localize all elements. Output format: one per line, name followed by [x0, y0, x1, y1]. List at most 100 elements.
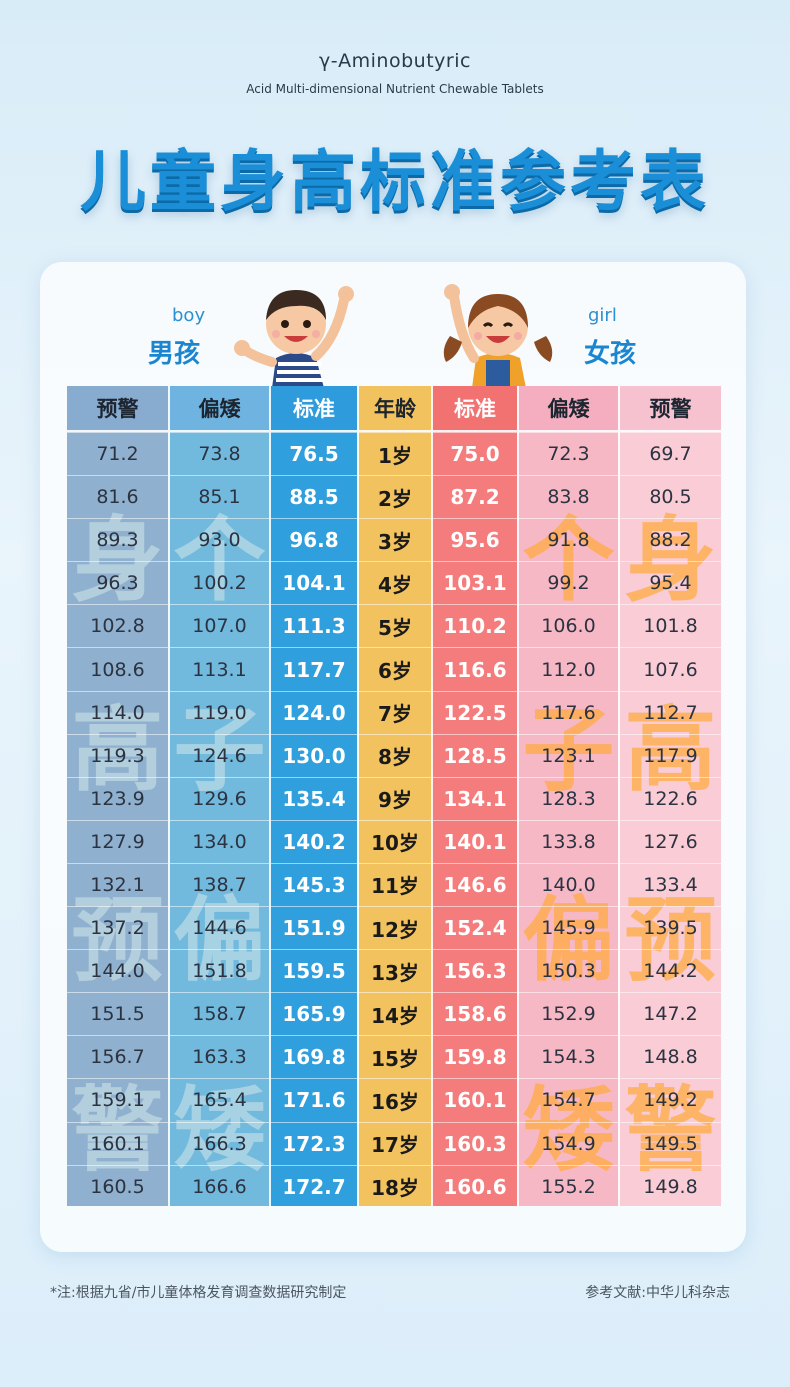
- table-cell: 160.6: [433, 1164, 517, 1206]
- table-cell: 160.3: [433, 1121, 517, 1165]
- table-cell: 16岁: [359, 1078, 431, 1121]
- table-cell: 69.7: [620, 432, 721, 475]
- table-cell: 117.7: [271, 647, 357, 690]
- table-cell: 158.7: [170, 992, 269, 1035]
- table-cell: 116.6: [433, 647, 517, 690]
- table-cell: 127.9: [67, 819, 168, 863]
- table-cell: 81.6: [67, 475, 168, 518]
- table-cell: 100.2: [170, 561, 269, 604]
- column-header: 标准: [433, 386, 517, 432]
- table-cell: 7岁: [359, 690, 431, 734]
- table-cell: 17岁: [359, 1121, 431, 1165]
- table-cell: 151.9: [271, 906, 357, 949]
- table-cell: 140.0: [519, 862, 618, 906]
- table-cell: 96.3: [67, 561, 168, 604]
- table-cell: 151.5: [67, 992, 168, 1035]
- table-cell: 4岁: [359, 561, 431, 604]
- table-cell: 73.8: [170, 432, 269, 475]
- table-cell: 88.5: [271, 475, 357, 518]
- table-cell: 145.9: [519, 906, 618, 949]
- table-cell: 138.7: [170, 862, 269, 906]
- table-cell: 72.3: [519, 432, 618, 475]
- table-cell: 172.3: [271, 1121, 357, 1165]
- table-cell: 114.0: [67, 690, 168, 734]
- table-cell: 154.7: [519, 1078, 618, 1121]
- table-cell: 11岁: [359, 862, 431, 906]
- table-cell: 152.4: [433, 906, 517, 949]
- table-cell: 95.6: [433, 518, 517, 561]
- table-cell: 154.9: [519, 1121, 618, 1165]
- table-cell: 156.3: [433, 949, 517, 992]
- table-cell: 89.3: [67, 518, 168, 561]
- table-cell: 128.5: [433, 733, 517, 777]
- table-cell: 122.6: [620, 776, 721, 820]
- table-cell: 147.2: [620, 992, 721, 1035]
- footer-reference: 参考文献:中华儿科杂志: [585, 1285, 730, 1301]
- table-cell: 6岁: [359, 647, 431, 690]
- column-girl-standard: 标准 75.0 87.2 95.6 103.1 110.2 116.6 122.5 128.5 1…: [431, 386, 517, 1206]
- table-cell: 119.0: [170, 690, 269, 734]
- brand-line-1: γ-Aminobutyric: [319, 50, 471, 72]
- table-cell: 91.8: [519, 518, 618, 561]
- table-cell: 146.6: [433, 862, 517, 906]
- table-cell: 165.4: [170, 1078, 269, 1121]
- table-cell: 166.3: [170, 1121, 269, 1165]
- table-cell: 159.1: [67, 1078, 168, 1121]
- table-cell: 122.5: [433, 690, 517, 734]
- table-cell: 160.1: [433, 1078, 517, 1121]
- table-cell: 163.3: [170, 1035, 269, 1078]
- table-cell: 111.3: [271, 604, 357, 647]
- column-boy-short: 偏矮 73.8 85.1 93.0 100.2 107.0 113.1 119.0 124.6…: [168, 386, 269, 1206]
- footer-note: *注:根据九省/市儿童体格发育调查数据研究制定: [50, 1285, 347, 1301]
- table-cell: 75.0: [433, 432, 517, 475]
- table-cell: 124.6: [170, 733, 269, 777]
- table-cell: 9岁: [359, 776, 431, 820]
- table-cell: 144.0: [67, 949, 168, 992]
- table-cell: 93.0: [170, 518, 269, 561]
- column-header: 偏矮: [170, 386, 269, 432]
- table-cell: 13岁: [359, 949, 431, 992]
- table-cell: 80.5: [620, 475, 721, 518]
- table-cell: 130.0: [271, 733, 357, 777]
- table-cell: 107.6: [620, 647, 721, 690]
- column-header: 标准: [271, 386, 357, 432]
- table-cell: 96.8: [271, 518, 357, 561]
- table-cell: 160.5: [67, 1164, 168, 1206]
- table-cell: 156.7: [67, 1035, 168, 1078]
- girl-illustration-icon: [443, 284, 553, 388]
- boy-illustration-icon: [234, 286, 354, 388]
- column-boy-warning: 预警 71.2 81.6 89.3 96.3 102.8 108.6 114.0 119.3 1…: [67, 386, 168, 1206]
- table-cell: 83.8: [519, 475, 618, 518]
- table-cell: 133.8: [519, 819, 618, 863]
- table-cell: 85.1: [170, 475, 269, 518]
- table-cell: 10岁: [359, 819, 431, 863]
- table-cell: 159.5: [271, 949, 357, 992]
- table-cell: 106.0: [519, 604, 618, 647]
- table-cell: 76.5: [271, 432, 357, 475]
- table-cell: 102.8: [67, 604, 168, 647]
- table-cell: 137.2: [67, 906, 168, 949]
- table-cell: 148.8: [620, 1035, 721, 1078]
- table-cell: 144.6: [170, 906, 269, 949]
- table-cell: 95.4: [620, 561, 721, 604]
- boy-label-en: boy: [172, 305, 206, 326]
- table-cell: 159.8: [433, 1035, 517, 1078]
- girl-label-en: girl: [588, 305, 617, 326]
- table-cell: 113.1: [170, 647, 269, 690]
- table-cell: 165.9: [271, 992, 357, 1035]
- table-cell: 158.6: [433, 992, 517, 1035]
- table-cell: 123.1: [519, 733, 618, 777]
- table-cell: 101.8: [620, 604, 721, 647]
- table-cell: 124.0: [271, 690, 357, 734]
- table-cell: 18岁: [359, 1164, 431, 1206]
- table-cell: 2岁: [359, 475, 431, 518]
- table-cell: 117.9: [620, 733, 721, 777]
- table-cell: 71.2: [67, 432, 168, 475]
- table-cell: 144.2: [620, 949, 721, 992]
- table-cell: 119.3: [67, 733, 168, 777]
- table-cell: 14岁: [359, 992, 431, 1035]
- column-girl-warning: 预警 69.7 80.5 88.2 95.4 101.8 107.6 112.7 117.9 1…: [618, 386, 721, 1206]
- table-cell: 151.8: [170, 949, 269, 992]
- table-cell: 166.6: [170, 1164, 269, 1206]
- table-cell: 112.0: [519, 647, 618, 690]
